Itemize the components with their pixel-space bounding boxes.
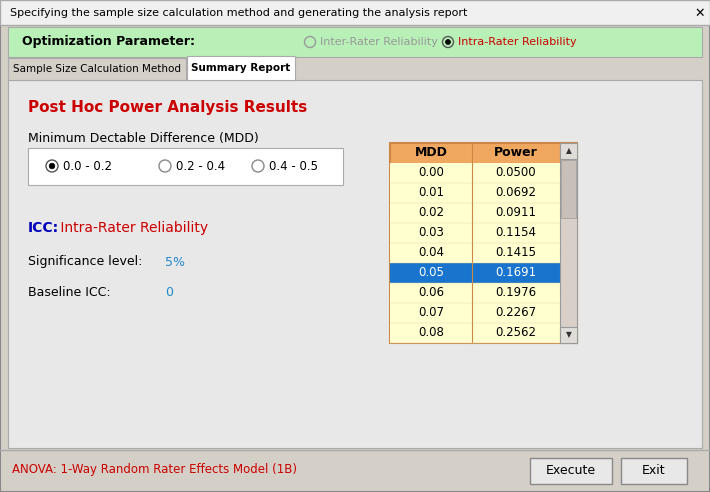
Text: Power: Power <box>494 147 538 159</box>
Text: 0.0692: 0.0692 <box>496 186 537 199</box>
Text: 0.05: 0.05 <box>418 267 444 279</box>
Text: MDD: MDD <box>415 147 447 159</box>
Bar <box>560 143 577 159</box>
Bar <box>390 223 560 243</box>
Text: 0.03: 0.03 <box>418 226 444 240</box>
Bar <box>8 58 186 80</box>
Bar <box>28 148 343 185</box>
Text: Execute: Execute <box>546 464 596 478</box>
Bar <box>560 143 577 343</box>
Text: 0.04: 0.04 <box>418 246 444 259</box>
Bar <box>390 303 560 323</box>
Text: 0.08: 0.08 <box>418 327 444 339</box>
Bar <box>187 56 295 80</box>
Text: 0.0 - 0.2: 0.0 - 0.2 <box>63 159 112 173</box>
Text: 0.2562: 0.2562 <box>496 327 537 339</box>
Text: Summary Report: Summary Report <box>192 63 290 73</box>
Text: 0.0500: 0.0500 <box>496 166 536 180</box>
Text: 0.1415: 0.1415 <box>496 246 537 259</box>
Text: 0.2267: 0.2267 <box>496 307 537 319</box>
Text: 0.00: 0.00 <box>418 166 444 180</box>
Bar <box>390 323 560 343</box>
Text: 0.0911: 0.0911 <box>496 207 537 219</box>
Bar <box>390 163 560 183</box>
Text: ✕: ✕ <box>695 6 705 20</box>
Bar <box>8 27 702 57</box>
Text: 0.1154: 0.1154 <box>496 226 537 240</box>
Text: Specifying the sample size calculation method and generating the analysis report: Specifying the sample size calculation m… <box>10 8 467 18</box>
Text: 0.1976: 0.1976 <box>496 286 537 300</box>
Text: Significance level:: Significance level: <box>28 255 143 269</box>
Circle shape <box>445 39 451 44</box>
Text: 0.4 - 0.5: 0.4 - 0.5 <box>269 159 318 173</box>
Bar <box>390 183 560 203</box>
Text: Optimization Parameter:: Optimization Parameter: <box>22 35 195 49</box>
Text: 0.07: 0.07 <box>418 307 444 319</box>
Bar <box>0 0 710 25</box>
Text: 0.02: 0.02 <box>418 207 444 219</box>
Bar <box>390 263 560 283</box>
Text: 0.1691: 0.1691 <box>496 267 537 279</box>
Text: Exit: Exit <box>642 464 666 478</box>
Bar <box>390 283 560 303</box>
Bar <box>390 143 577 343</box>
Text: ICC:: ICC: <box>28 221 59 235</box>
Text: 5%: 5% <box>165 255 185 269</box>
Text: Minimum Dectable Difference (MDD): Minimum Dectable Difference (MDD) <box>28 132 258 145</box>
Text: 0.06: 0.06 <box>418 286 444 300</box>
Text: ▼: ▼ <box>566 331 572 339</box>
Bar <box>390 143 560 163</box>
Text: Baseline ICC:: Baseline ICC: <box>28 285 111 299</box>
Text: ANOVA: 1-Way Random Rater Effects Model (1B): ANOVA: 1-Way Random Rater Effects Model … <box>12 463 297 476</box>
Bar <box>390 203 560 223</box>
Text: 0: 0 <box>165 285 173 299</box>
Text: 0.2 - 0.4: 0.2 - 0.4 <box>176 159 225 173</box>
Text: Intra-Rater Reliability: Intra-Rater Reliability <box>458 37 577 47</box>
Text: Intra-Rater Reliability: Intra-Rater Reliability <box>56 221 208 235</box>
Bar <box>390 243 560 263</box>
Text: Sample Size Calculation Method: Sample Size Calculation Method <box>13 64 181 74</box>
Text: 0.01: 0.01 <box>418 186 444 199</box>
Bar <box>621 458 687 484</box>
Text: ▲: ▲ <box>566 147 572 155</box>
Circle shape <box>49 163 55 169</box>
Text: Inter-Rater Reliability: Inter-Rater Reliability <box>320 37 438 47</box>
Bar <box>560 327 577 343</box>
Bar <box>8 80 702 448</box>
Text: Post Hoc Power Analysis Results: Post Hoc Power Analysis Results <box>28 100 307 115</box>
Bar <box>530 458 612 484</box>
Bar <box>561 160 576 218</box>
